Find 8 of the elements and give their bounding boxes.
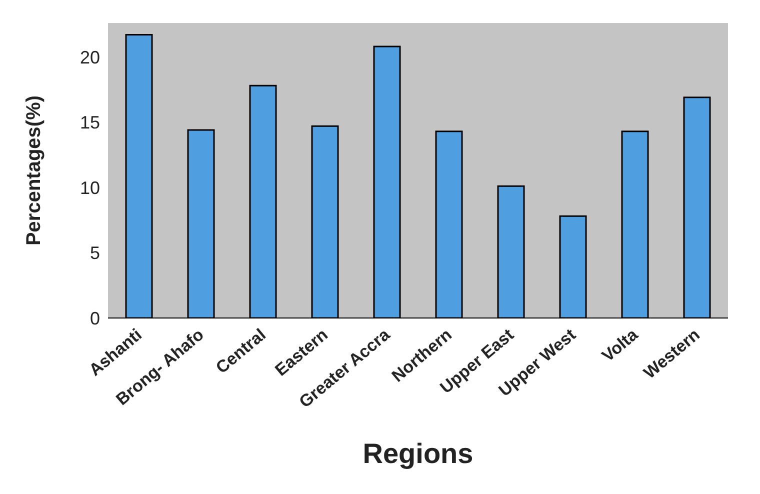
y-tick-label: 0 bbox=[90, 308, 100, 328]
x-tick-label: Volta bbox=[598, 324, 642, 366]
y-tick-label: 20 bbox=[80, 47, 100, 68]
x-axis-title: Regions bbox=[362, 438, 474, 469]
y-tick-label: 15 bbox=[80, 112, 100, 133]
y-axis-title: Percentages(%) bbox=[23, 95, 46, 246]
y-tick-label: 10 bbox=[80, 178, 100, 198]
y-tick-label: 5 bbox=[90, 243, 100, 264]
